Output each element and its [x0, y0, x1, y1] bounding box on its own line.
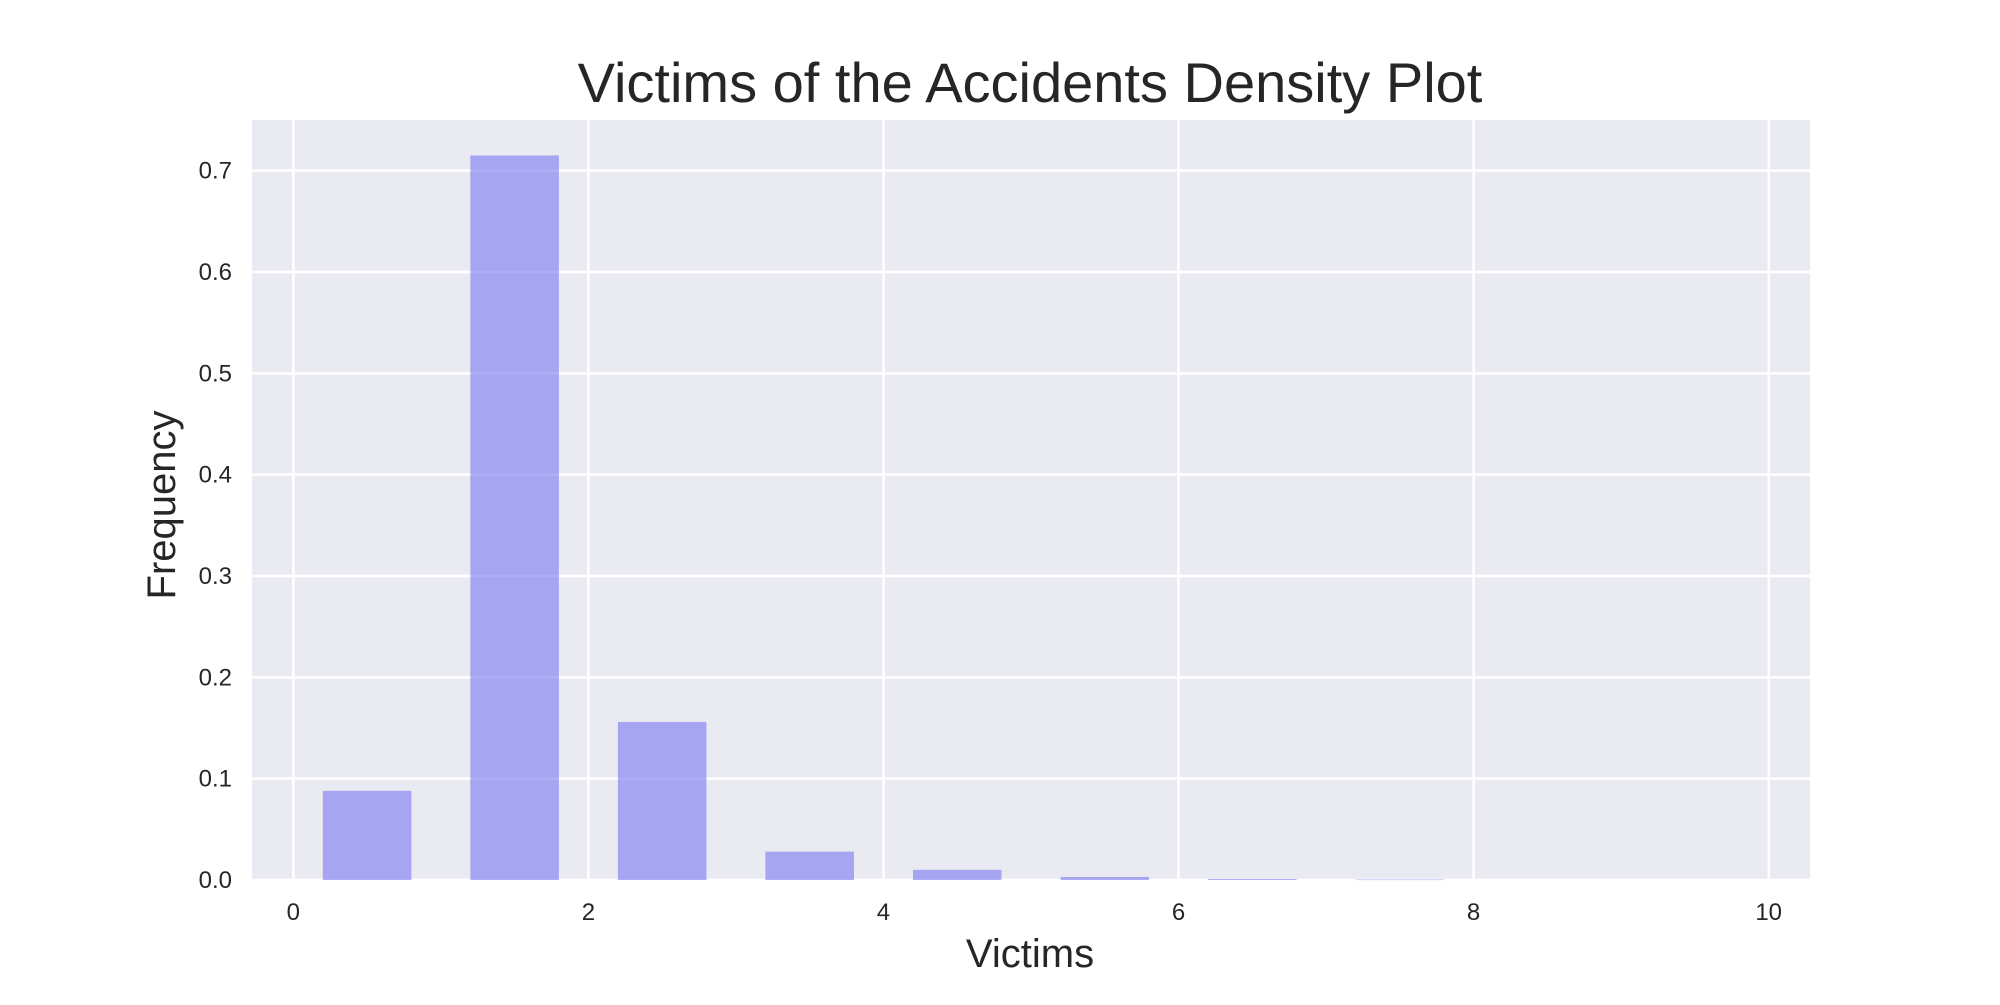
y-tick-label: 0.6: [199, 259, 232, 286]
histogram-bar: [1208, 878, 1297, 880]
x-tick-label: 8: [1467, 899, 1480, 926]
y-tick-label: 0.3: [199, 563, 232, 590]
x-tick-label: 4: [877, 899, 890, 926]
y-axis-ticks: 0.0 0.1 0.2 0.3 0.4 0.5 0.6 0.7: [199, 158, 232, 894]
x-tick-label: 0: [287, 899, 300, 926]
y-axis-label: Frequency: [140, 411, 184, 600]
histogram-bar: [1355, 879, 1445, 881]
histogram-bar: [470, 155, 559, 880]
chart-title: Victims of the Accidents Density Plot: [578, 51, 1483, 114]
x-axis-ticks: 0 2 4 6 8 10: [287, 899, 1782, 926]
x-tick-label: 2: [582, 899, 595, 926]
histogram-bar: [765, 851, 854, 880]
histogram-bar: [322, 790, 412, 880]
histogram-bar: [617, 721, 707, 880]
y-tick-label: 0.2: [199, 664, 232, 691]
histogram-bar: [912, 869, 1002, 880]
x-axis-label: Victims: [966, 932, 1094, 976]
y-tick-label: 0.0: [199, 867, 232, 894]
y-tick-label: 0.4: [199, 462, 232, 489]
x-tick-label: 6: [1172, 899, 1185, 926]
x-tick-label: 10: [1755, 899, 1782, 926]
bars: [322, 155, 1445, 881]
y-tick-label: 0.7: [199, 158, 232, 185]
y-tick-label: 0.1: [199, 766, 232, 793]
histogram-bar: [1060, 876, 1150, 880]
y-tick-label: 0.5: [199, 360, 232, 387]
